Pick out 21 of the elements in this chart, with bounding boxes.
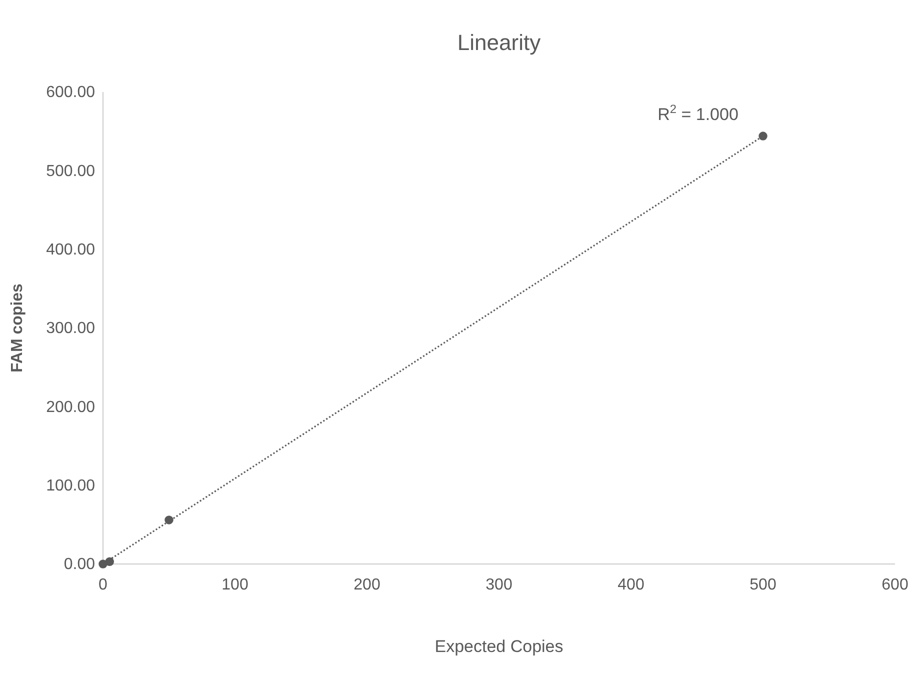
- x-tick-label: 200: [354, 576, 380, 594]
- y-tick-label: 600.00: [46, 84, 96, 102]
- x-tick-label: 600: [882, 576, 908, 594]
- y-axis-title: FAM copies: [9, 283, 26, 372]
- x-tick-label: 100: [222, 576, 248, 594]
- point: [164, 516, 174, 524]
- y-tick-label: 400.00: [46, 241, 96, 258]
- y-tick-label: 100.00: [46, 477, 96, 494]
- point: [758, 132, 768, 140]
- y-tick-label: 200.00: [46, 398, 96, 416]
- chart-title: Linearity: [457, 30, 541, 55]
- x-axis-title: Expected Copies: [434, 637, 564, 656]
- x-tick-label: 0: [98, 576, 108, 594]
- x-tick-label: 500: [750, 576, 776, 594]
- y-tick-label: 0.00: [64, 556, 96, 574]
- point: [105, 557, 114, 566]
- x-tick-label: 300: [486, 576, 512, 594]
- x-tick-label: 400: [618, 576, 644, 594]
- annotation: R$^{2}$ = 1.000: [658, 102, 738, 124]
- y-tick-label: 300.00: [46, 320, 96, 338]
- y-tick-label: 500.00: [46, 162, 96, 180]
